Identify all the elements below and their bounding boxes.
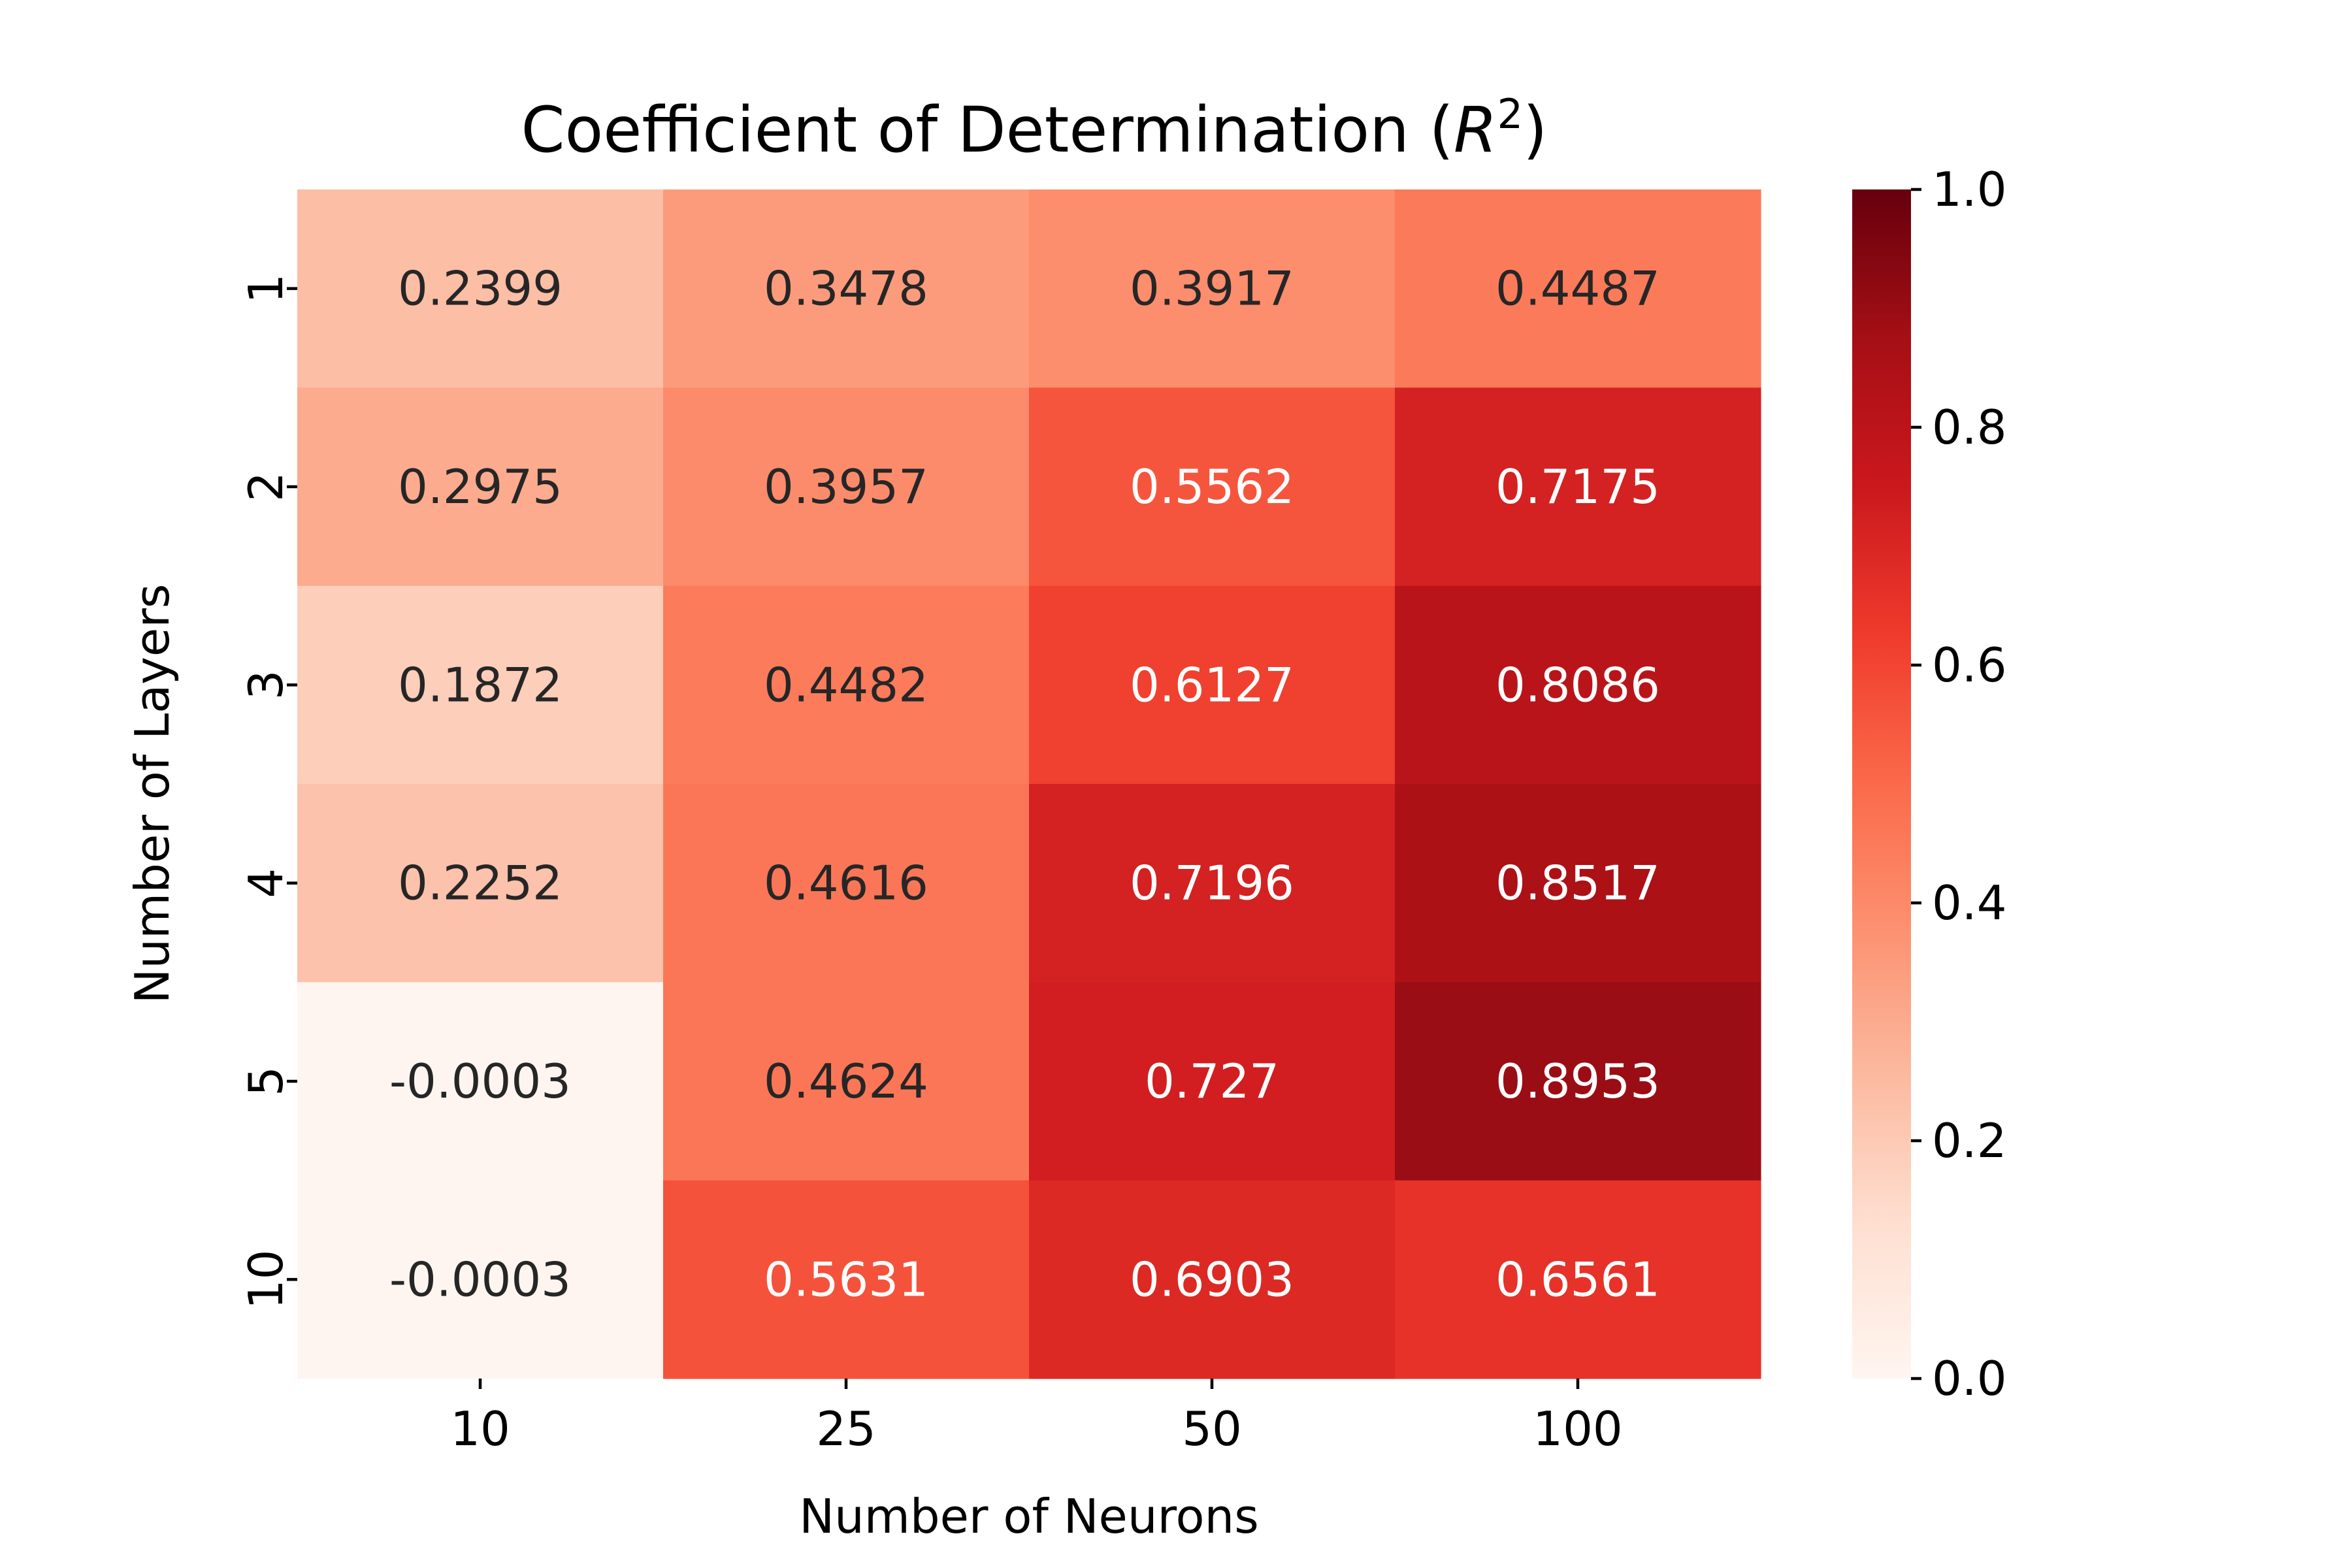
colorbar: 0.0 0.2 0.4 0.6 0.8 1.0 bbox=[1852, 162, 2007, 1406]
cell-value-label: 0.4624 bbox=[764, 1054, 928, 1109]
cell-value-label: 0.8086 bbox=[1495, 657, 1660, 712]
x-tick-label: 10 bbox=[450, 1401, 510, 1456]
heatmap-cell bbox=[1395, 982, 1761, 1181]
heatmap-cell bbox=[663, 982, 1030, 1181]
x-tick-label: 25 bbox=[816, 1401, 876, 1456]
cell-value-label: 0.8953 bbox=[1495, 1054, 1660, 1109]
x-axis-label: Number of Neurons bbox=[799, 1489, 1258, 1544]
cell-value-label: 0.5631 bbox=[764, 1252, 928, 1307]
cell-value-label: 0.3957 bbox=[764, 459, 928, 514]
cell-value-label: 0.7196 bbox=[1130, 856, 1294, 911]
cell-value-label: 0.2975 bbox=[398, 459, 563, 514]
y-tick-label: 10 bbox=[238, 1250, 293, 1310]
y-tick-label: 4 bbox=[238, 868, 293, 898]
heatmap-cell bbox=[297, 585, 664, 785]
heatmap-cell bbox=[1029, 784, 1396, 983]
colorbar-tick-label: 0.4 bbox=[1932, 875, 2007, 930]
heatmap-cell bbox=[1395, 189, 1761, 388]
cell-value-label: 0.1872 bbox=[398, 657, 563, 712]
cell-value-label: -0.0003 bbox=[389, 1252, 571, 1307]
cell-value-label: 0.2252 bbox=[398, 856, 563, 911]
heatmap-cell bbox=[663, 585, 1030, 785]
heatmap-cell bbox=[1395, 1180, 1761, 1379]
heatmap-cells bbox=[297, 189, 1761, 1379]
cell-value-label: 0.7175 bbox=[1495, 459, 1660, 514]
colorbar-tick-label: 0.6 bbox=[1932, 638, 2007, 693]
cell-value-label: 0.3917 bbox=[1130, 261, 1294, 316]
heatmap-cell-labels: 0.2399 0.3478 0.3917 0.4487 0.2975 0.3957 0.55… bbox=[389, 261, 1660, 1307]
cell-value-label: -0.0003 bbox=[389, 1054, 571, 1109]
y-tick-label: 2 bbox=[238, 472, 293, 502]
cell-value-label: 0.6127 bbox=[1130, 657, 1294, 712]
cell-value-label: 0.4616 bbox=[764, 856, 928, 911]
y-tick-label: 5 bbox=[238, 1066, 293, 1096]
cell-value-label: 0.6561 bbox=[1495, 1252, 1660, 1307]
y-axis-label: Number of Layers bbox=[125, 584, 180, 1004]
heatmap-cell bbox=[1395, 387, 1761, 587]
cell-value-label: 0.6903 bbox=[1130, 1252, 1294, 1307]
chart-title: Coefficient of Determination (R2) bbox=[521, 90, 1548, 167]
cell-value-label: 0.4487 bbox=[1495, 261, 1660, 316]
colorbar-tick-label: 0.8 bbox=[1932, 400, 2007, 455]
y-tick-label: 1 bbox=[238, 274, 293, 304]
heatmap-cell bbox=[1029, 387, 1396, 587]
cell-value-label: 0.4482 bbox=[764, 657, 928, 712]
cell-value-label: 0.5562 bbox=[1130, 459, 1294, 514]
cell-value-label: 0.2399 bbox=[398, 261, 563, 316]
colorbar-tick-label: 0.0 bbox=[1932, 1351, 2007, 1406]
colorbar-ticks: 0.0 0.2 0.4 0.6 0.8 1.0 bbox=[1911, 162, 2007, 1406]
cell-value-label: 0.8517 bbox=[1495, 856, 1660, 911]
heatmap-cell bbox=[663, 784, 1030, 983]
cell-value-label: 0.727 bbox=[1145, 1054, 1279, 1109]
heatmap-cell bbox=[297, 784, 664, 983]
x-axis-ticks: 10 25 50 100 bbox=[450, 1379, 1623, 1456]
colorbar-gradient bbox=[1852, 189, 1911, 1379]
heatmap-cell bbox=[663, 387, 1030, 587]
heatmap-cell bbox=[1029, 189, 1396, 388]
heatmap-cell bbox=[297, 189, 664, 388]
cell-value-label: 0.3478 bbox=[764, 261, 928, 316]
heatmap-cell bbox=[663, 1180, 1030, 1379]
heatmap-cell bbox=[297, 387, 664, 587]
heatmap-cell bbox=[1395, 585, 1761, 785]
heatmap-cell bbox=[1395, 784, 1761, 983]
heatmap-cell bbox=[663, 189, 1030, 388]
colorbar-tick-label: 1.0 bbox=[1932, 162, 2007, 217]
heatmap-cell bbox=[1029, 1180, 1396, 1379]
y-tick-label: 3 bbox=[238, 670, 293, 700]
heatmap-cell bbox=[297, 982, 664, 1181]
heatmap-cell bbox=[1029, 982, 1396, 1181]
x-tick-label: 100 bbox=[1533, 1401, 1622, 1456]
y-axis-ticks: 1 2 3 4 5 10 bbox=[238, 274, 297, 1309]
x-tick-label: 50 bbox=[1182, 1401, 1242, 1456]
heatmap-cell bbox=[297, 1180, 664, 1379]
heatmap-cell bbox=[1029, 585, 1396, 785]
colorbar-tick-label: 0.2 bbox=[1932, 1113, 2007, 1168]
